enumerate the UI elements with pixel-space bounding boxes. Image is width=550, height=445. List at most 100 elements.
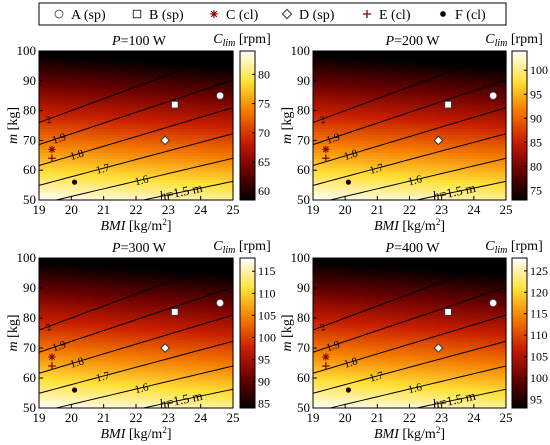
- heat-cell: [77, 197, 82, 201]
- heat-cell: [119, 125, 124, 130]
- heat-cell: [87, 116, 92, 121]
- heat-cell: [123, 122, 127, 127]
- heat-cell: [184, 176, 189, 180]
- heat-cell: [74, 119, 79, 124]
- heat-cell: [116, 134, 121, 139]
- heat-cell: [158, 170, 163, 174]
- heat-cell: [168, 158, 173, 162]
- heat-cell: [165, 185, 169, 189]
- heat-cell: [103, 155, 108, 159]
- legend-label-A: A (sp): [71, 8, 106, 23]
- heat-cell: [45, 152, 50, 156]
- heat-cell: [171, 71, 176, 76]
- heat-cell: [106, 146, 111, 150]
- heat-cell: [178, 89, 182, 94]
- heat-cell: [74, 68, 79, 73]
- heat-cell: [190, 128, 195, 133]
- heat-cell: [119, 182, 124, 186]
- heat-cell: [113, 62, 118, 67]
- heat-cell: [139, 110, 144, 115]
- heat-cell: [68, 137, 72, 141]
- heat-cell: [77, 176, 82, 180]
- heat-cell: [48, 182, 53, 186]
- heat-cell: [93, 152, 98, 156]
- heat-cell: [84, 188, 89, 192]
- heat-cell: [187, 74, 192, 79]
- heat-cell: [187, 158, 192, 162]
- heat-cell: [97, 74, 102, 79]
- heat-cell: [97, 185, 102, 189]
- heat-cell: [81, 125, 85, 130]
- heat-cell: [155, 74, 160, 79]
- heat-cell: [81, 161, 85, 165]
- heat-cell: [126, 59, 131, 64]
- heat-cell: [152, 116, 156, 121]
- heat-cell: [71, 167, 76, 171]
- heat-cell: [93, 68, 98, 73]
- heat-cell: [51, 188, 56, 192]
- heat-cell: [119, 143, 124, 147]
- heat-cell: [155, 56, 160, 61]
- heat-cell: [90, 125, 95, 130]
- heat-cell: [123, 176, 127, 180]
- heat-cell: [81, 197, 85, 201]
- heat-cell: [178, 116, 182, 121]
- heat-cell: [181, 176, 186, 180]
- heat-cell: [77, 107, 82, 112]
- heat-cell: [71, 152, 76, 156]
- heat-cell: [100, 71, 105, 76]
- heat-cell: [42, 98, 47, 103]
- heat-cell: [119, 59, 124, 64]
- heat-cell: [155, 71, 160, 76]
- heat-cell: [129, 185, 134, 189]
- heat-cell: [155, 194, 160, 198]
- heat-cell: [61, 140, 66, 144]
- heat-cell: [155, 173, 160, 177]
- heat-cell: [132, 185, 137, 189]
- heat-cell: [171, 110, 176, 115]
- heat-cell: [119, 140, 124, 144]
- heat-cell: [184, 146, 189, 150]
- heat-cell: [64, 98, 69, 103]
- heat-cell: [129, 62, 134, 67]
- heat-cell: [174, 188, 179, 192]
- heat-cell: [42, 68, 47, 73]
- heat-cell: [142, 167, 147, 171]
- heat-cell: [187, 152, 192, 156]
- heat-cell: [181, 113, 186, 118]
- heat-cell: [158, 77, 163, 82]
- heat-cell: [110, 68, 114, 73]
- heat-cell: [148, 113, 153, 118]
- heat-cell: [148, 170, 153, 174]
- heat-cell: [184, 101, 189, 106]
- heat-cell: [42, 143, 47, 147]
- heat-cell: [129, 98, 134, 103]
- heat-cell: [74, 194, 79, 198]
- heat-cell: [178, 194, 182, 198]
- heat-cell: [126, 188, 131, 192]
- heat-cell: [168, 65, 173, 70]
- heat-cell: [155, 119, 160, 124]
- heat-cell: [113, 149, 118, 153]
- heat-cell: [90, 71, 95, 76]
- heat-cell: [45, 83, 50, 88]
- heat-cell: [171, 86, 176, 91]
- heat-cell: [55, 170, 59, 174]
- heat-cell: [81, 131, 85, 136]
- heat-cell: [84, 176, 89, 180]
- heat-cell: [93, 128, 98, 133]
- heat-cell: [145, 143, 150, 147]
- heat-cell: [129, 56, 134, 61]
- heat-cell: [55, 77, 59, 82]
- heat-cell: [84, 98, 89, 103]
- heat-cell: [71, 158, 76, 162]
- heat-cell: [181, 152, 186, 156]
- heat-cell: [51, 194, 56, 198]
- heat-cell: [168, 119, 173, 124]
- heat-cell: [45, 194, 50, 198]
- heat-cell: [77, 164, 82, 168]
- heat-cell: [129, 188, 134, 192]
- heat-cell: [97, 71, 102, 76]
